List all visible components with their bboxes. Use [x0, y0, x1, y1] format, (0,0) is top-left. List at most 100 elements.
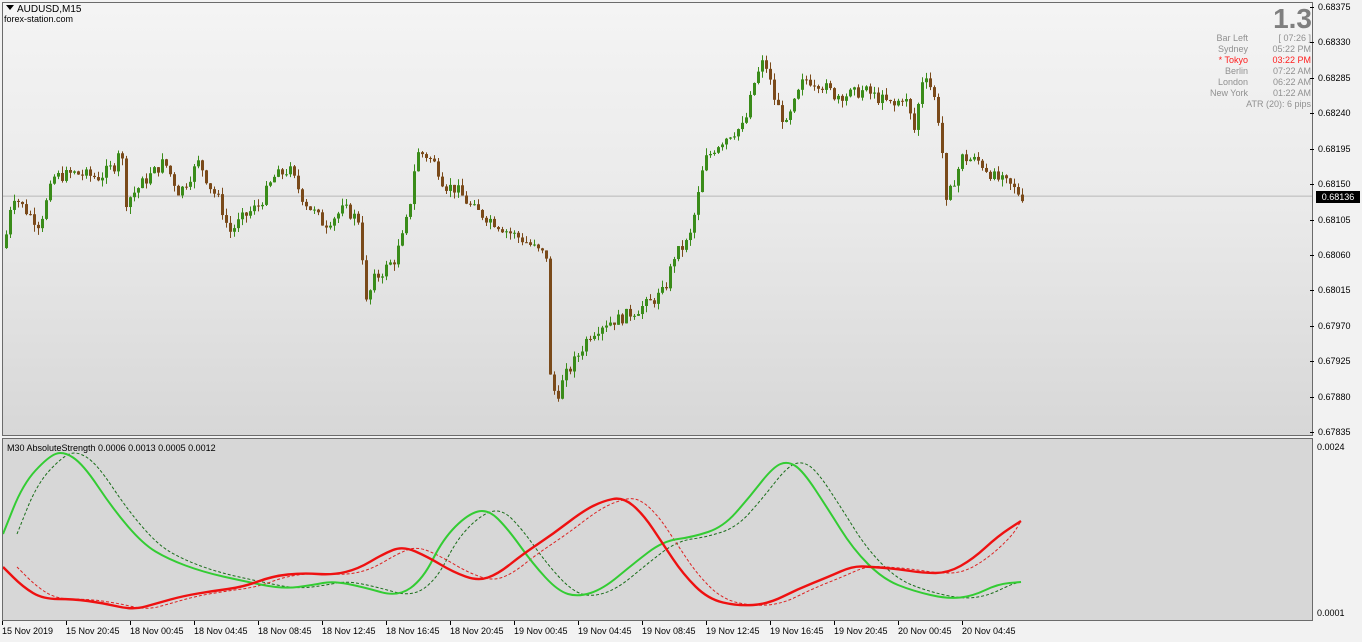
price-tick-label: 0.67835	[1310, 427, 1351, 438]
candle	[429, 156, 432, 163]
bull-strength-line	[3, 452, 1022, 599]
candle	[557, 385, 560, 402]
candle	[877, 87, 880, 105]
candle	[949, 184, 952, 201]
candle	[261, 202, 264, 210]
candle	[1001, 171, 1004, 187]
candle	[1017, 183, 1020, 197]
candle	[489, 215, 492, 230]
candle	[585, 336, 588, 356]
candle	[193, 163, 196, 189]
candle	[541, 247, 544, 254]
candle	[369, 289, 372, 305]
price-pane[interactable]	[2, 2, 1313, 436]
price-tick-text: 0.68240	[1318, 108, 1351, 119]
candle	[513, 230, 516, 239]
candle	[329, 221, 332, 230]
candle	[821, 86, 824, 93]
chart-title[interactable]: AUDUSD,M15	[6, 4, 81, 15]
candle	[121, 151, 124, 166]
candle	[265, 181, 268, 206]
candle	[93, 172, 96, 179]
price-tick-label: 0.68105	[1310, 215, 1351, 226]
candle	[113, 163, 116, 174]
candle	[801, 73, 804, 96]
candle	[677, 246, 680, 262]
candle	[349, 203, 352, 220]
candle	[345, 198, 348, 209]
candle	[425, 152, 428, 162]
candle	[641, 301, 644, 319]
candle	[817, 84, 820, 94]
time-tick-label: 19 Nov 00:45	[514, 621, 568, 636]
time-tick-label: 19 Nov 12:45	[706, 621, 760, 636]
candle	[837, 93, 840, 104]
candle	[485, 215, 488, 227]
candle	[25, 199, 28, 216]
atr-text: ATR (20): 6 pips	[1246, 99, 1311, 109]
candle	[461, 178, 464, 196]
info-label-3: Berlin	[1224, 66, 1248, 76]
candle	[625, 308, 628, 324]
candle	[405, 214, 408, 235]
candle	[385, 260, 388, 281]
price-tick-text: 0.68150	[1318, 179, 1351, 190]
candle	[925, 72, 928, 89]
candle	[185, 183, 188, 190]
candle	[813, 79, 816, 91]
candle	[289, 162, 292, 178]
price-tick-label: 0.67880	[1310, 392, 1351, 403]
price-axis[interactable]	[1313, 0, 1362, 622]
price-tick-label: 0.68015	[1310, 285, 1351, 296]
candle	[589, 335, 592, 342]
candle	[225, 208, 228, 228]
candle	[473, 200, 476, 206]
candle	[157, 166, 160, 177]
candle	[681, 240, 684, 257]
candle	[797, 88, 800, 100]
candle	[937, 93, 940, 126]
candle	[85, 167, 88, 179]
candle	[61, 166, 64, 183]
indicator-pane[interactable]	[2, 438, 1313, 621]
time-tick-label: 20 Nov 00:45	[898, 621, 952, 636]
time-tick-label: 19 Nov 16:45	[770, 621, 824, 636]
candle	[397, 239, 400, 268]
symbol-title: AUDUSD,M15	[17, 4, 82, 15]
candle	[233, 224, 236, 237]
candle	[857, 84, 860, 99]
info-value-5: 01:22 AM	[1272, 88, 1311, 98]
candle	[897, 98, 900, 107]
candle	[977, 152, 980, 165]
candle	[957, 166, 960, 193]
time-tick-label: 15 Nov 2019	[2, 621, 54, 636]
candle	[69, 167, 72, 179]
candle	[849, 88, 852, 98]
dropdown-triangle-icon[interactable]	[6, 5, 14, 10]
indicator-tick-label: 0.0001	[1317, 608, 1345, 618]
time-axis[interactable]: 15 Nov 2019 15 Nov 20:45 18 Nov 00:45 18 No…	[0, 621, 1362, 642]
candle	[141, 176, 144, 189]
candle	[477, 199, 480, 211]
candle	[365, 255, 368, 302]
candle	[377, 269, 380, 282]
indicator-tick-label: 0.0024	[1317, 442, 1345, 452]
candle	[617, 309, 620, 325]
candle	[581, 345, 584, 360]
candle	[301, 188, 304, 206]
candle	[961, 153, 964, 172]
candle	[221, 187, 224, 220]
candle	[917, 102, 920, 136]
candle	[993, 168, 996, 181]
candle	[933, 85, 936, 101]
time-tick-label: 19 Nov 04:45	[578, 621, 632, 636]
info-label-2: * Tokyo	[1218, 55, 1248, 65]
candle	[905, 93, 908, 107]
candle	[693, 212, 696, 239]
candle	[253, 199, 256, 215]
candle	[201, 159, 204, 177]
candle	[453, 184, 456, 199]
candle	[317, 208, 320, 216]
candle	[297, 169, 300, 194]
